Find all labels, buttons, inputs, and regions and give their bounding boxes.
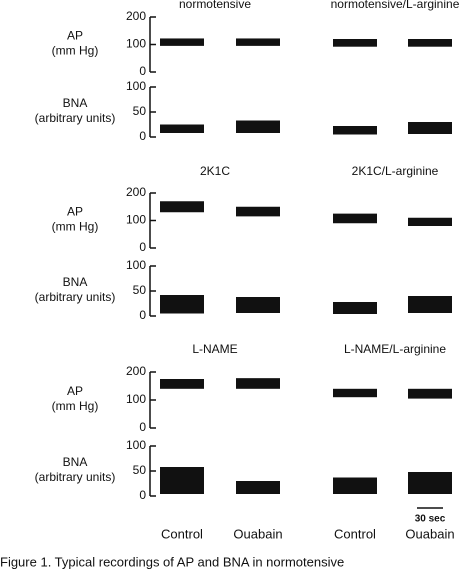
tick-label: 0 xyxy=(139,308,146,322)
tick-label: 0 xyxy=(139,129,146,143)
recording-trace xyxy=(160,201,204,213)
recording-trace xyxy=(333,302,377,314)
axis-unit: (mm Hg) xyxy=(52,399,99,413)
recording-trace xyxy=(408,122,452,134)
panel-title: L-NAME/L-arginine xyxy=(344,342,446,356)
tick-label: 50 xyxy=(133,104,147,118)
recording-trace xyxy=(236,481,280,494)
tick-label: 100 xyxy=(126,392,146,406)
tick-label: 0 xyxy=(139,488,146,502)
recording-trace xyxy=(236,378,280,389)
scale-bar-label: 30 sec xyxy=(415,514,446,525)
tick-label: 100 xyxy=(126,79,146,93)
panel-title: normotensive xyxy=(179,0,251,11)
recording-trace xyxy=(236,120,280,133)
recording-trace xyxy=(160,124,204,133)
recording-trace xyxy=(236,297,280,313)
recording-trace xyxy=(160,379,204,389)
figure-caption: Figure 1. Typical recordings of AP and B… xyxy=(0,554,344,569)
axis-unit: (arbitrary units) xyxy=(35,111,116,125)
tick-label: 0 xyxy=(139,420,146,434)
tick-label: 0 xyxy=(139,64,146,78)
axis-label: BNA xyxy=(63,96,88,110)
recording-trace xyxy=(160,467,204,494)
column-label: Ouabain xyxy=(233,526,282,541)
axis-label: AP xyxy=(67,29,83,43)
recording-trace xyxy=(333,39,377,47)
recording-trace xyxy=(408,472,452,494)
axis-unit: (mm Hg) xyxy=(52,44,99,58)
axis-label: BNA xyxy=(63,455,88,469)
recording-trace xyxy=(408,388,452,399)
recording-trace xyxy=(408,39,452,47)
recording-trace xyxy=(236,38,280,46)
tick-label: 50 xyxy=(133,463,147,477)
panel-title: 2K1C xyxy=(200,164,230,178)
axis-unit: (arbitrary units) xyxy=(35,470,116,484)
panel-title: normotensive/L-arginine xyxy=(331,0,460,11)
recording-trace xyxy=(160,38,204,46)
recording-trace xyxy=(408,296,452,313)
recording-trace xyxy=(333,126,377,135)
axis-unit: (mm Hg) xyxy=(52,220,99,234)
tick-label: 100 xyxy=(126,438,146,452)
tick-label: 200 xyxy=(126,185,146,199)
axis-unit: (arbitrary units) xyxy=(35,290,116,304)
column-label: Control xyxy=(334,526,376,541)
tick-label: 100 xyxy=(126,37,146,51)
column-label: Ouabain xyxy=(405,526,454,541)
recording-trace xyxy=(333,388,377,398)
column-label: Control xyxy=(161,526,203,541)
tick-label: 100 xyxy=(126,258,146,272)
recording-trace xyxy=(160,295,204,314)
tick-label: 100 xyxy=(126,213,146,227)
panel-title: L-NAME xyxy=(192,342,237,356)
tick-label: 200 xyxy=(126,364,146,378)
axis-label: BNA xyxy=(63,275,88,289)
panel-title: 2K1C/L-arginine xyxy=(352,164,439,178)
recording-trace xyxy=(333,213,377,224)
axis-label: AP xyxy=(67,384,83,398)
tick-label: 0 xyxy=(139,240,146,254)
recording-trace xyxy=(236,206,280,217)
tick-label: 50 xyxy=(133,283,147,297)
recording-trace xyxy=(333,477,377,494)
axis-label: AP xyxy=(67,205,83,219)
tick-label: 200 xyxy=(126,9,146,23)
recording-trace xyxy=(408,217,452,226)
